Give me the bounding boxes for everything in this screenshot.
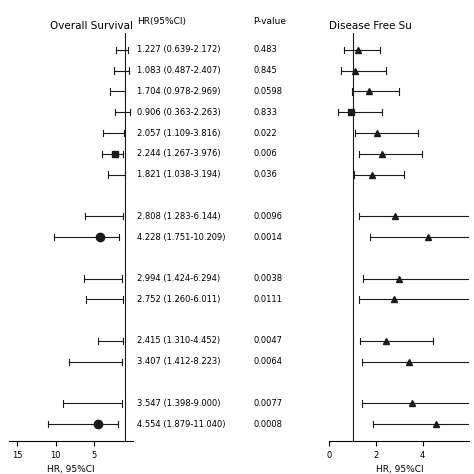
Text: 1.821 (1.038-3.194): 1.821 (1.038-3.194) (137, 170, 221, 179)
Text: 0.833: 0.833 (254, 108, 278, 117)
Text: 0.0598: 0.0598 (254, 87, 283, 96)
Text: 0.906 (0.363-2.263): 0.906 (0.363-2.263) (137, 108, 221, 117)
Text: Overall Survival: Overall Survival (50, 21, 133, 31)
Text: 0.0038: 0.0038 (254, 274, 283, 283)
Text: 0.006: 0.006 (254, 149, 277, 158)
Text: P-value: P-value (254, 17, 287, 26)
Text: 2.752 (1.260-6.011): 2.752 (1.260-6.011) (137, 295, 221, 304)
Text: 3.547 (1.398-9.000): 3.547 (1.398-9.000) (137, 399, 221, 408)
X-axis label: HR, 95%CI: HR, 95%CI (375, 465, 423, 474)
Text: 1.083 (0.487-2.407): 1.083 (0.487-2.407) (137, 66, 221, 75)
Text: HR(95%CI): HR(95%CI) (137, 17, 186, 26)
Text: 0.845: 0.845 (254, 66, 277, 75)
Text: 2.994 (1.424-6.294): 2.994 (1.424-6.294) (137, 274, 220, 283)
Text: 3.407 (1.412-8.223): 3.407 (1.412-8.223) (137, 357, 221, 366)
Text: 4.228 (1.751-10.209): 4.228 (1.751-10.209) (137, 233, 226, 241)
Text: 2.415 (1.310-4.452): 2.415 (1.310-4.452) (137, 337, 220, 346)
Text: Disease Free Su: Disease Free Su (329, 21, 412, 31)
Text: 0.0047: 0.0047 (254, 337, 283, 346)
Text: 1.227 (0.639-2.172): 1.227 (0.639-2.172) (137, 46, 221, 55)
Text: 2.244 (1.267-3.976): 2.244 (1.267-3.976) (137, 149, 221, 158)
Text: 0.0096: 0.0096 (254, 212, 283, 221)
Text: 2.057 (1.109-3.816): 2.057 (1.109-3.816) (137, 128, 221, 137)
X-axis label: HR, 95%CI: HR, 95%CI (47, 465, 95, 474)
Text: 0.0014: 0.0014 (254, 233, 283, 241)
Text: 0.0077: 0.0077 (254, 399, 283, 408)
Text: 4.554 (1.879-11.040): 4.554 (1.879-11.040) (137, 419, 226, 428)
Text: 0.0064: 0.0064 (254, 357, 283, 366)
Text: 2.808 (1.283-6.144): 2.808 (1.283-6.144) (137, 212, 221, 221)
Text: 0.0111: 0.0111 (254, 295, 283, 304)
Text: 0.036: 0.036 (254, 170, 277, 179)
Text: 0.0008: 0.0008 (254, 419, 283, 428)
Text: 1.704 (0.978-2.969): 1.704 (0.978-2.969) (137, 87, 221, 96)
Text: 0.022: 0.022 (254, 128, 277, 137)
Text: 0.483: 0.483 (254, 46, 277, 55)
